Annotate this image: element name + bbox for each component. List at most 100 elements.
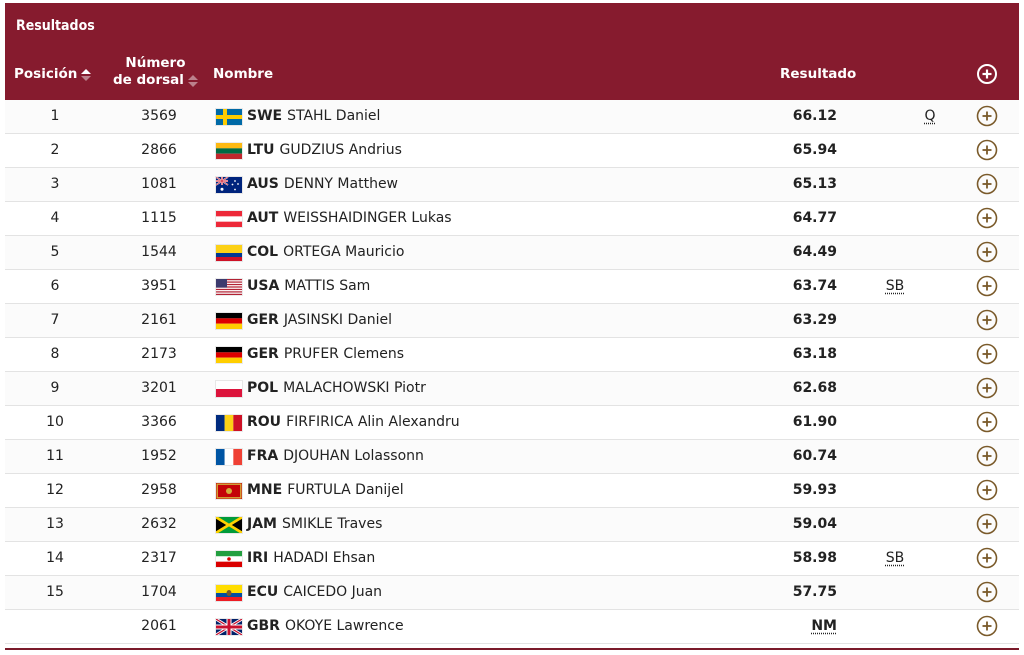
position-cell: 5 xyxy=(50,244,60,260)
country-code: AUT xyxy=(247,210,279,226)
position-cell: 6 xyxy=(50,278,60,294)
dorsal-header-line1: Número xyxy=(125,55,186,71)
expand-row-button[interactable] xyxy=(976,479,998,501)
result-value: 59.93 xyxy=(792,482,837,498)
athlete-cell: MNE FURTULA Danijel xyxy=(216,482,404,499)
athlete-name: WEISSHAIDINGER Lukas xyxy=(283,210,452,226)
table-row[interactable]: 6 3951 USA MATTIS Sam 63.74 SB xyxy=(5,270,1019,304)
expand-row-button[interactable] xyxy=(976,105,998,127)
sort-arrows-icon xyxy=(187,74,198,88)
plus-circle-icon xyxy=(976,479,998,501)
result-cell: 64.49 xyxy=(765,244,837,261)
expand-row-button[interactable] xyxy=(976,309,998,331)
country-code: USA xyxy=(247,278,280,294)
flag-usa-icon xyxy=(216,278,242,295)
dorsal-cell: 3951 xyxy=(141,278,177,294)
expand-all-button[interactable] xyxy=(976,63,998,85)
athlete-cell: USA MATTIS Sam xyxy=(216,278,370,295)
table-row[interactable]: 3 1081 AUS DENNY Matthew 65.13 xyxy=(5,168,1019,202)
athlete-cell: POL MALACHOWSKI Piotr xyxy=(216,380,426,397)
flag-ltu-icon xyxy=(216,142,242,159)
flag-jam-icon xyxy=(216,516,242,533)
dorsal-cell: 2958 xyxy=(141,482,177,498)
expand-row-button[interactable] xyxy=(976,581,998,603)
result-value: 59.04 xyxy=(792,516,837,532)
athlete-cell: GER PRUFER Clemens xyxy=(216,346,404,363)
result-value: 64.49 xyxy=(792,244,837,260)
expand-row-button[interactable] xyxy=(976,513,998,535)
result-cell: 63.29 xyxy=(765,312,837,329)
table-row[interactable]: 4 1115 AUT WEISSHAIDINGER Lukas 64.77 xyxy=(5,202,1019,236)
table-row[interactable]: 2061 GBR OKOYE Lawrence NM xyxy=(5,610,1019,644)
country-code: FRA xyxy=(247,448,279,464)
table-row[interactable]: 5 1544 COL ORTEGA Mauricio 64.49 xyxy=(5,236,1019,270)
expand-row-button[interactable] xyxy=(976,343,998,365)
result-cell: 58.98 xyxy=(765,550,837,567)
flag-mne-icon xyxy=(216,482,242,499)
athlete-cell: JAM SMIKLE Traves xyxy=(216,516,382,533)
sort-by-dorsal-header[interactable]: Número de dorsal xyxy=(113,55,198,89)
table-row[interactable]: 14 2317 IRI HADADI Ehsan 58.98 SB xyxy=(5,542,1019,576)
plus-circle-icon xyxy=(976,343,998,365)
expand-row-button[interactable] xyxy=(976,139,998,161)
athlete-name: FIRFIRICA Alin Alexandru xyxy=(286,414,460,430)
country-code: GER xyxy=(247,346,279,362)
record-mark: Q xyxy=(924,108,936,124)
country-code: ROU xyxy=(247,414,282,430)
name-header: Nombre xyxy=(213,66,274,82)
country-code: COL xyxy=(247,244,279,260)
plus-circle-icon xyxy=(976,207,998,229)
athlete-cell: ROU FIRFIRICA Alin Alexandru xyxy=(216,414,460,431)
expand-row-button[interactable] xyxy=(976,207,998,229)
table-row[interactable]: 15 1704 ECU CAICEDO Juan 57.75 xyxy=(5,576,1019,610)
expand-row-button[interactable] xyxy=(976,241,998,263)
athlete-name: ORTEGA Mauricio xyxy=(283,244,405,260)
table-row[interactable]: 12 2958 MNE FURTULA Danijel 59.93 xyxy=(5,474,1019,508)
expand-row-button[interactable] xyxy=(976,615,998,637)
expand-row-button[interactable] xyxy=(976,445,998,467)
result-header: Resultado xyxy=(780,66,857,82)
result-value: 64.77 xyxy=(792,210,837,226)
dorsal-cell: 1115 xyxy=(141,210,177,226)
plus-circle-icon xyxy=(976,377,998,399)
result-cell: 65.13 xyxy=(765,176,837,193)
athlete-name: DJOUHAN Lolassonn xyxy=(283,448,424,464)
table-row[interactable]: 2 2866 LTU GUDZIUS Andrius 65.94 xyxy=(5,134,1019,168)
result-cell: 57.75 xyxy=(765,584,837,601)
position-cell: 15 xyxy=(46,584,64,600)
athlete-cell: GER JASINSKI Daniel xyxy=(216,312,392,329)
result-cell: 65.94 xyxy=(765,142,837,159)
flag-aut-icon xyxy=(216,210,242,227)
position-cell: 4 xyxy=(50,210,60,226)
dorsal-cell: 3569 xyxy=(141,108,177,124)
expand-row-button[interactable] xyxy=(976,411,998,433)
dorsal-cell: 3201 xyxy=(141,380,177,396)
position-cell: 1 xyxy=(50,108,60,124)
result-value: 61.90 xyxy=(792,414,837,430)
table-row[interactable]: 8 2173 GER PRUFER Clemens 63.18 xyxy=(5,338,1019,372)
table-row[interactable]: 13 2632 JAM SMIKLE Traves 59.04 xyxy=(5,508,1019,542)
expand-row-button[interactable] xyxy=(976,173,998,195)
country-code: GER xyxy=(247,312,279,328)
athlete-cell: LTU GUDZIUS Andrius xyxy=(216,142,402,159)
plus-circle-icon xyxy=(976,581,998,603)
table-row[interactable]: 10 3366 ROU FIRFIRICA Alin Alexandru 61.90 xyxy=(5,406,1019,440)
athlete-name: DENNY Matthew xyxy=(283,176,399,192)
expand-row-button[interactable] xyxy=(976,275,998,297)
table-row[interactable]: 9 3201 POL MALACHOWSKI Piotr 62.68 xyxy=(5,372,1019,406)
sort-arrows-icon xyxy=(81,68,92,82)
expand-row-button[interactable] xyxy=(976,377,998,399)
country-code: MNE xyxy=(247,482,283,498)
table-row[interactable]: 7 2161 GER JASINSKI Daniel 63.29 xyxy=(5,304,1019,338)
position-cell: 13 xyxy=(46,516,64,532)
position-cell: 7 xyxy=(50,312,60,328)
result-cell: NM xyxy=(765,618,837,635)
expand-row-button[interactable] xyxy=(976,547,998,569)
plus-circle-icon xyxy=(976,241,998,263)
table-row[interactable]: 1 3569 SWE STAHL Daniel 66.12 Q xyxy=(5,100,1019,134)
flag-ecu-icon xyxy=(216,584,242,601)
athlete-name: OKOYE Lawrence xyxy=(284,618,404,634)
athlete-name: PRUFER Clemens xyxy=(283,346,405,362)
sort-by-position-header[interactable]: Posición xyxy=(14,66,92,83)
table-row[interactable]: 11 1952 FRA DJOUHAN Lolassonn 60.74 xyxy=(5,440,1019,474)
